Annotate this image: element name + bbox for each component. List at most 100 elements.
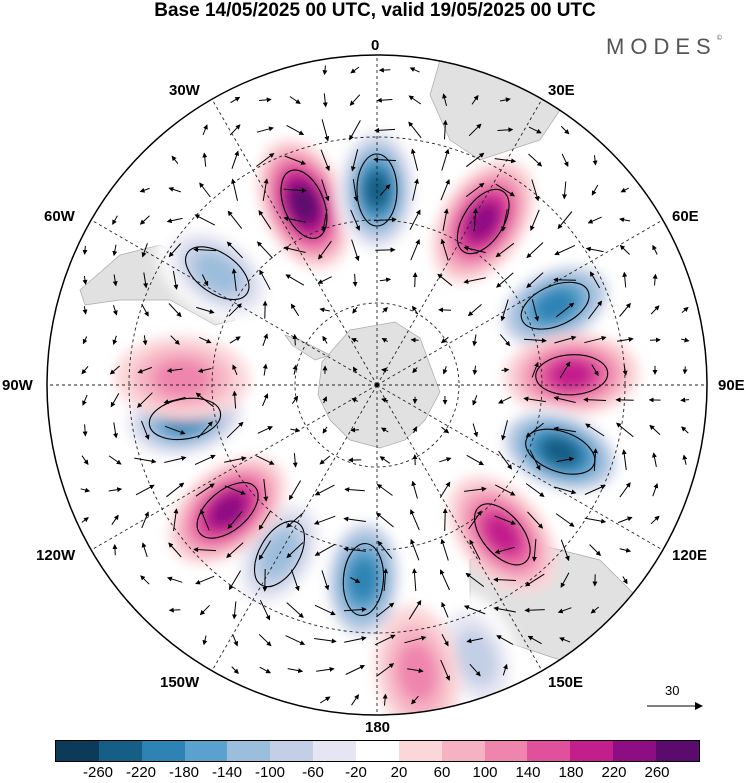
positive-anomaly	[374, 604, 461, 715]
wind-arrow	[496, 272, 514, 288]
wind-arrow	[322, 396, 327, 404]
wind-arrow	[82, 336, 88, 345]
wind-arrow	[526, 272, 544, 288]
wind-arrow	[140, 420, 150, 440]
map-title: Base 14/05/2025 00 UTC, valid 19/05/2025…	[154, 0, 596, 21]
wind-arrow	[227, 210, 243, 230]
label-0: 0	[371, 37, 380, 54]
wind-arrow	[376, 97, 393, 103]
colorbar-tick-label: -260	[82, 764, 114, 781]
wind-arrow	[377, 540, 393, 559]
wind-arrow	[193, 247, 217, 253]
wind-arrow	[290, 427, 301, 433]
wind-arrow	[585, 423, 605, 437]
wind-arrow	[466, 637, 483, 644]
south-pole-marker	[375, 383, 379, 387]
wind-arrow	[376, 663, 395, 677]
wind-arrow	[262, 178, 269, 201]
wind-arrow	[441, 634, 449, 647]
wind-arrow	[108, 455, 122, 465]
wind-arrow	[141, 542, 148, 558]
wind-arrow	[527, 511, 544, 529]
wind-arrow	[562, 181, 568, 200]
wind-arrow	[232, 634, 239, 647]
wind-arrow	[468, 123, 482, 137]
wind-arrow	[412, 568, 417, 592]
wind-arrow	[441, 148, 450, 171]
wind-arrow	[140, 575, 150, 585]
wind-arrow	[194, 454, 216, 466]
wind-arrow	[442, 93, 447, 107]
wind-arrow	[352, 306, 358, 314]
wind-arrow	[289, 96, 301, 104]
wind-arrow	[283, 246, 306, 253]
wind-arrow	[619, 302, 631, 317]
wind-arrow	[344, 636, 367, 643]
wind-arrow	[587, 216, 602, 224]
wind-arrow	[588, 300, 603, 320]
wind-arrow	[322, 93, 328, 108]
contour-line	[474, 503, 531, 566]
wind-arrow	[408, 599, 422, 620]
meridian-line	[376, 219, 664, 386]
colorbar-tick-label: 100	[472, 764, 498, 781]
wind-arrow	[199, 604, 210, 616]
wind-arrow	[525, 483, 545, 497]
wind-arrow	[439, 481, 451, 499]
wind-arrow	[81, 455, 89, 465]
wind-arrow	[82, 424, 88, 437]
wind-arrow	[170, 335, 180, 345]
wind-arrow	[374, 127, 396, 133]
label-30e: 30E	[548, 82, 575, 99]
wind-arrow	[350, 66, 360, 74]
wind-arrow	[592, 448, 598, 472]
wind-arrow	[319, 307, 330, 313]
wind-arrow	[262, 363, 268, 376]
meridian-line	[376, 384, 543, 672]
wind-arrow	[440, 538, 449, 561]
wind-arrow	[651, 452, 657, 467]
contour-line	[148, 397, 222, 441]
wind-arrow	[652, 483, 659, 497]
wind-arrow	[472, 334, 478, 347]
reference-vector-value: 30	[665, 683, 680, 698]
wind-arrow	[555, 302, 575, 318]
wind-arrow	[256, 126, 274, 133]
colorbar-tick-label: 140	[515, 764, 541, 781]
wind-arrow	[226, 241, 243, 259]
wind-arrow	[523, 338, 547, 343]
wind-arrow	[376, 484, 393, 496]
wind-arrow	[232, 601, 238, 620]
wind-arrow	[501, 420, 508, 441]
wind-arrow	[321, 209, 328, 232]
wind-arrow	[292, 453, 298, 468]
wind-arrow	[408, 95, 422, 105]
wind-arrow	[285, 635, 306, 645]
positive-anomaly	[503, 332, 640, 417]
wind-arrow	[442, 366, 448, 375]
wind-arrow	[463, 277, 486, 284]
wind-arrow	[531, 179, 540, 202]
wind-arrow	[319, 455, 331, 465]
wind-arrow	[497, 127, 514, 133]
wind-arrow	[231, 666, 239, 674]
positive-anomaly	[168, 456, 287, 565]
colorbar-tick-label: -20	[345, 764, 367, 781]
wind-arrow	[469, 663, 481, 677]
wind-arrow	[499, 97, 511, 103]
polar-stereographic-map	[46, 54, 708, 716]
wind-arrow	[471, 94, 479, 105]
wind-arrow	[411, 695, 419, 705]
wind-arrow	[375, 512, 394, 528]
wind-arrow	[376, 602, 395, 618]
wind-arrow	[81, 517, 89, 523]
colorbar	[55, 740, 700, 762]
wind-arrow	[494, 546, 515, 554]
colorbar-cell	[356, 741, 399, 761]
wind-arrow	[382, 693, 388, 706]
wind-arrow	[463, 605, 486, 615]
wind-arrow	[259, 269, 271, 290]
wind-arrow	[467, 304, 482, 317]
wind-arrow	[524, 607, 545, 613]
wind-arrow	[559, 361, 571, 379]
